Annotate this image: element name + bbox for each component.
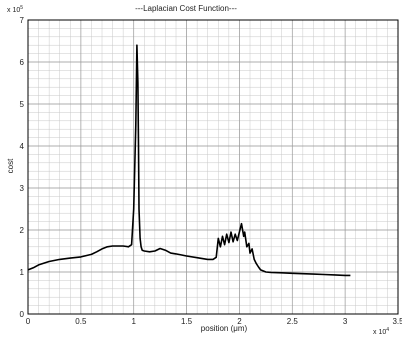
y-axis-ticks: 0 1 2 3 4 5 6 7: [20, 16, 25, 319]
x-tick-label: 3: [343, 317, 348, 326]
y-tick-label: 0: [20, 310, 25, 319]
x-axis-label: position (μm): [201, 324, 248, 333]
chart-title: ---Laplacian Cost Function---: [135, 4, 237, 13]
x-tick-label: 0.5: [75, 317, 87, 326]
x-tick-label: 2: [237, 317, 242, 326]
y-exponent-power: 5: [20, 5, 23, 11]
x-exponent-base: x 10: [373, 329, 386, 336]
x-exponent-label: x 104: [373, 327, 389, 336]
x-tick-label: 1.5: [181, 317, 193, 326]
x-tick-label: 3.5: [392, 317, 402, 326]
y-exponent-label: x 105: [7, 5, 23, 14]
x-tick-label: 0: [26, 317, 31, 326]
y-tick-label: 5: [20, 100, 25, 109]
y-tick-label: 4: [20, 142, 25, 151]
x-axis-ticks: 0 0.5 1 1.5 2 2.5 3 3.5: [26, 317, 402, 326]
plot-frame: [27, 19, 399, 315]
x-tick-label: 1: [131, 317, 136, 326]
y-tick-label: 7: [20, 16, 25, 25]
x-exponent-power: 4: [386, 327, 389, 333]
y-axis-label: cost: [6, 158, 15, 173]
y-tick-label: 2: [20, 226, 25, 235]
series-line: [27, 44, 351, 277]
y-exponent-base: x 10: [7, 7, 20, 14]
y-tick-label: 3: [20, 184, 25, 193]
x-tick-label: 2.5: [287, 317, 299, 326]
y-tick-label: 1: [20, 268, 25, 277]
y-tick-label: 6: [20, 58, 25, 67]
